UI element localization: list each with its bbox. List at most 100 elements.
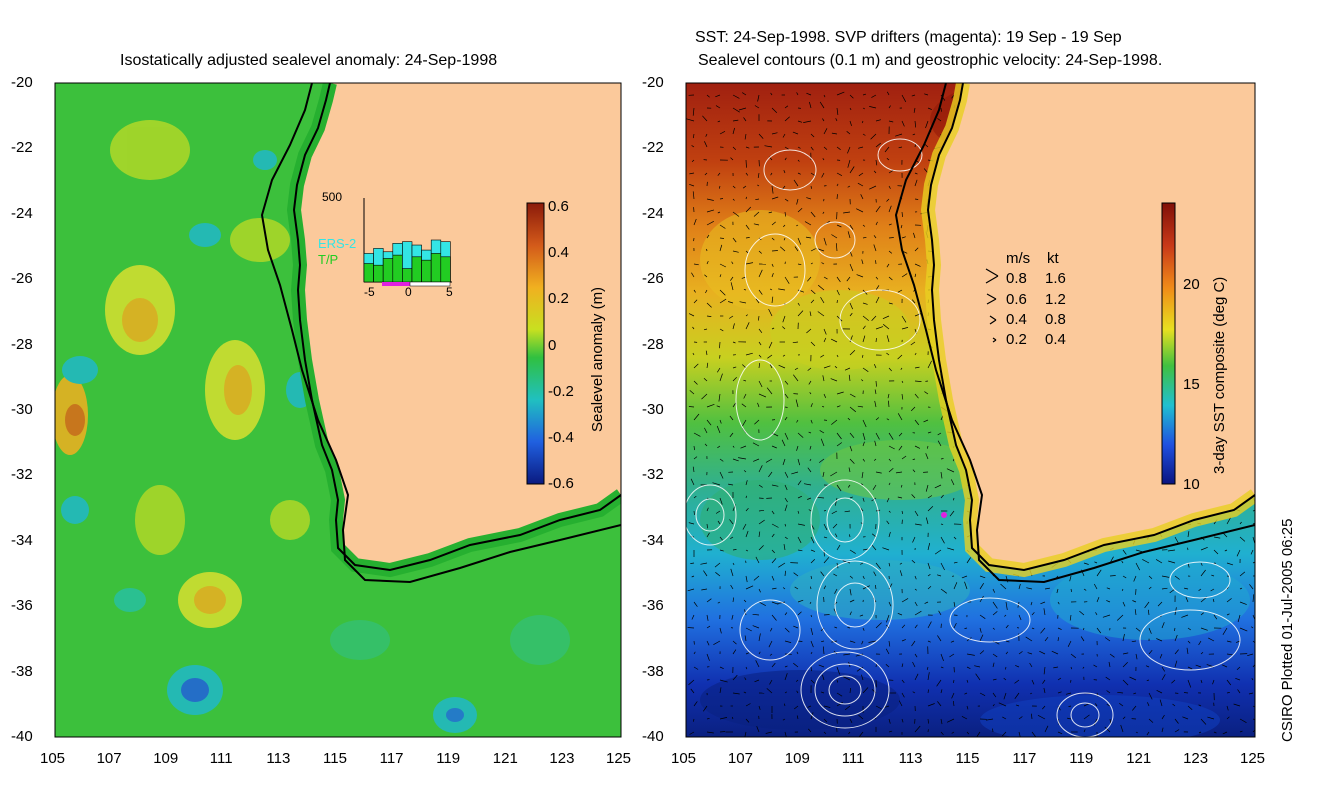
velocity-vector xyxy=(797,611,802,616)
velocity-vector xyxy=(871,315,877,321)
velocity-vector xyxy=(937,635,942,642)
velocity-vector xyxy=(966,705,969,710)
velocity-vector xyxy=(1239,536,1246,542)
velocity-vector xyxy=(1185,596,1189,603)
velocity-vector xyxy=(693,413,700,421)
velocity-vector xyxy=(1042,679,1046,684)
velocity-vector xyxy=(784,432,789,440)
velocity-vector xyxy=(849,393,856,398)
velocity-vector xyxy=(875,205,881,213)
velocity-vector xyxy=(757,172,760,178)
velocity-vector xyxy=(1018,583,1021,590)
velocity-vector xyxy=(899,562,903,565)
velocity-vector xyxy=(715,510,721,514)
velocity-legend-row: 0.8 xyxy=(1006,270,1027,287)
velocity-vector xyxy=(1248,692,1254,695)
inset-bar-tp xyxy=(440,256,451,283)
velocity-vector xyxy=(704,427,708,434)
velocity-vector xyxy=(1106,587,1111,590)
velocity-vector xyxy=(925,120,929,129)
velocity-vector xyxy=(874,400,877,408)
velocity-vector xyxy=(823,365,831,369)
velocity-vector xyxy=(1144,601,1150,609)
velocity-vector xyxy=(914,624,918,629)
velocity-vector xyxy=(914,172,918,175)
velocity-vector xyxy=(849,432,855,439)
velocity-vector xyxy=(1208,637,1215,642)
velocity-vector xyxy=(888,531,891,538)
velocity-vector xyxy=(940,666,944,669)
coastline-left xyxy=(292,83,621,572)
velocity-vector xyxy=(1108,661,1111,668)
velocity-vector xyxy=(831,419,838,425)
velocity-vector xyxy=(832,523,838,529)
ssh-colorbar-tick: 0.4 xyxy=(548,244,569,262)
velocity-vector xyxy=(1043,687,1046,694)
velocity-vector xyxy=(704,172,708,176)
velocity-vector xyxy=(730,276,734,281)
velocity-vector xyxy=(848,467,851,473)
velocity-vector xyxy=(705,133,708,137)
left-latitude-tick: -34 xyxy=(11,531,33,549)
velocity-vector xyxy=(934,549,942,555)
left-longitude-tick: 109 xyxy=(153,750,179,767)
velocity-vector xyxy=(782,458,786,466)
velocity-vector xyxy=(1172,703,1176,707)
velocity-vector xyxy=(771,132,778,135)
velocity-vector xyxy=(732,323,735,330)
velocity-vector xyxy=(752,442,760,447)
velocity-vector xyxy=(966,653,975,656)
velocity-vector xyxy=(1122,679,1129,686)
velocity-vector xyxy=(778,364,786,369)
velocity-vector xyxy=(858,146,864,149)
velocity-vector xyxy=(729,315,734,319)
velocity-vector xyxy=(940,107,942,112)
velocity-vector xyxy=(953,601,956,607)
velocity-vector xyxy=(1222,731,1228,735)
velocity-vector xyxy=(820,438,825,447)
velocity-vector xyxy=(979,692,986,697)
velocity-vector xyxy=(1226,562,1234,566)
velocity-vector xyxy=(912,133,916,136)
velocity-vector xyxy=(705,350,708,356)
right-latitude-tick: -26 xyxy=(642,270,664,288)
velocity-vector xyxy=(758,484,763,488)
velocity-vector xyxy=(822,118,825,122)
velocity-vector xyxy=(1079,610,1085,616)
ssh-colorbar-tick: -0.6 xyxy=(548,475,574,492)
velocity-vector xyxy=(831,132,838,135)
velocity-vector xyxy=(693,263,699,266)
velocity-vector xyxy=(875,142,881,148)
velocity-vector xyxy=(706,198,714,201)
velocity-vector xyxy=(704,443,708,447)
velocity-vector xyxy=(1096,627,1102,634)
velocity-vector xyxy=(784,627,790,633)
velocity-vector xyxy=(849,335,853,343)
velocity-vector xyxy=(875,159,878,166)
velocity-vector xyxy=(1200,546,1208,551)
velocity-vector xyxy=(1146,679,1150,681)
velocity-vector xyxy=(1222,627,1228,635)
velocity-vector xyxy=(771,601,779,605)
velocity-vector xyxy=(765,458,773,463)
velocity-vector xyxy=(803,120,812,123)
velocity-vector xyxy=(1187,666,1193,670)
velocity-vector xyxy=(884,146,890,153)
velocity-legend-row: 0.2 xyxy=(1006,331,1027,348)
velocity-vector xyxy=(992,611,998,616)
velocity-vector xyxy=(1044,636,1049,642)
velocity-vector xyxy=(741,403,747,408)
velocity-vector xyxy=(712,482,721,486)
sst-tick-15: 15 xyxy=(1183,376,1200,393)
velocity-vector xyxy=(771,614,777,621)
velocity-vector xyxy=(913,107,916,113)
velocity-vector xyxy=(810,419,813,424)
velocity-vector xyxy=(693,510,695,515)
velocity-vector xyxy=(732,445,735,448)
velocity-vector xyxy=(1235,677,1241,681)
velocity-vector xyxy=(745,322,750,330)
velocity-vector xyxy=(849,406,857,413)
velocity-vector xyxy=(731,261,734,265)
velocity-vector xyxy=(836,289,840,296)
velocity-vector xyxy=(861,120,864,124)
